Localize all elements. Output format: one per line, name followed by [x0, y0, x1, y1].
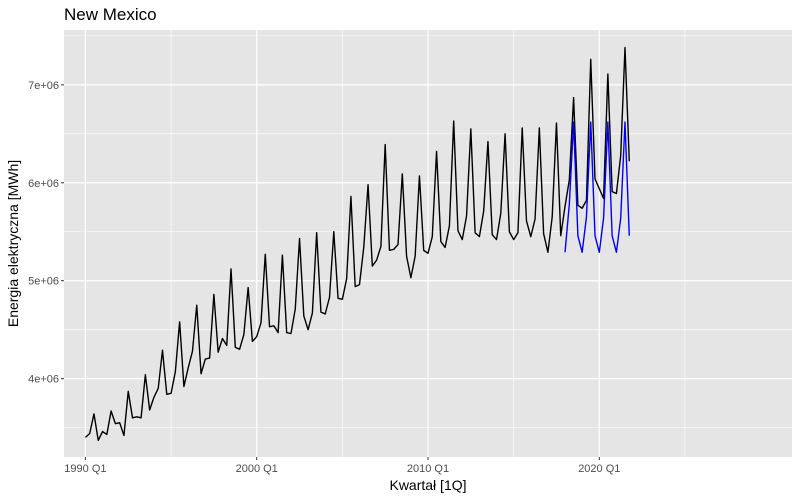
x-axis-title: Kwartał [1Q] — [389, 477, 466, 493]
y-tick-label: 5e+06 — [28, 276, 59, 288]
x-tick-label: 2020 Q1 — [578, 463, 620, 475]
x-tick-label: 1990 Q1 — [64, 463, 106, 475]
x-tick-label: 2010 Q1 — [407, 463, 449, 475]
y-axis-title: Energia elektryczna [MWh] — [5, 160, 21, 327]
x-axis: 1990 Q1 2000 Q1 2010 Q1 2020 Q1 — [64, 457, 620, 475]
y-axis: 4e+06 5e+06 6e+06 7e+06 — [28, 80, 64, 386]
actual-series-line — [84, 46, 630, 442]
y-tick-label: 6e+06 — [28, 178, 59, 190]
major-gridlines — [64, 30, 792, 457]
y-tick-label: 7e+06 — [28, 80, 59, 92]
y-tick-label: 4e+06 — [28, 374, 59, 386]
chart-title: New Mexico — [64, 5, 157, 24]
x-tick-label: 2000 Q1 — [236, 463, 278, 475]
series-layer — [84, 46, 630, 442]
fitted-series-line — [564, 121, 630, 254]
